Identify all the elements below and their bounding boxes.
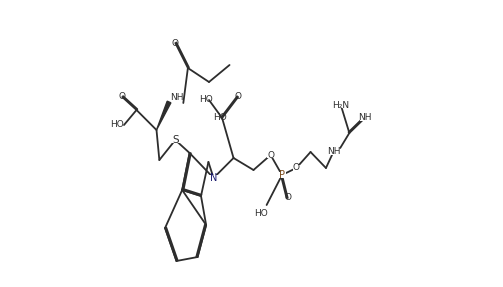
Text: O: O: [293, 164, 300, 172]
Text: HO: HO: [213, 113, 227, 123]
Text: O: O: [172, 38, 179, 48]
Text: O: O: [284, 193, 291, 203]
Bar: [267, 152, 274, 158]
Text: O: O: [267, 150, 274, 160]
Text: NH: NH: [358, 113, 372, 123]
Bar: [278, 172, 286, 178]
Polygon shape: [156, 101, 171, 130]
Text: S: S: [172, 135, 179, 145]
Bar: [334, 102, 347, 108]
Text: NH: NH: [326, 148, 340, 156]
Text: H₂N: H₂N: [332, 100, 350, 110]
Text: HO: HO: [254, 208, 268, 218]
Bar: [171, 137, 180, 143]
Bar: [328, 149, 339, 155]
Bar: [293, 165, 300, 170]
Text: HO: HO: [199, 96, 213, 104]
Text: O: O: [119, 92, 126, 102]
Bar: [360, 115, 370, 121]
Text: NH: NH: [170, 94, 183, 102]
Text: HO: HO: [110, 121, 123, 129]
Text: N: N: [210, 173, 217, 183]
Text: O: O: [234, 92, 241, 102]
Bar: [209, 175, 218, 181]
Text: P: P: [279, 170, 285, 180]
